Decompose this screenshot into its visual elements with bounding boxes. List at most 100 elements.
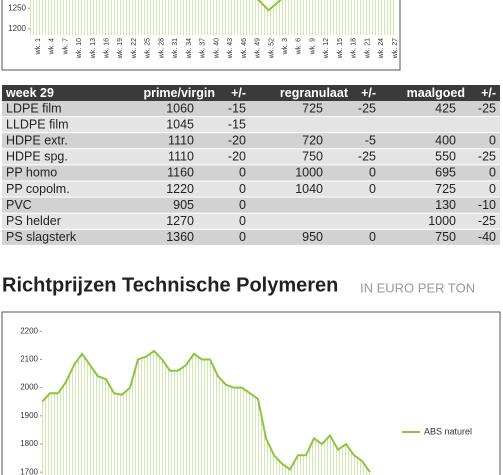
table-row-bg — [2, 197, 500, 213]
table-cell: -25 — [478, 214, 496, 228]
heading-title: Richtprijzen Technische Polymeren — [2, 274, 338, 296]
table-row-bg — [2, 213, 500, 229]
table-cell: 1220 — [166, 182, 194, 196]
table-cell: 0 — [239, 214, 246, 228]
table-cell: 0 — [239, 166, 246, 180]
x-tick-label: wk. 9 — [309, 38, 316, 55]
table-cell: -15 — [228, 117, 246, 131]
table-cell: -25 — [478, 101, 496, 115]
table-cell: -15 — [228, 101, 246, 115]
y-tick-label: 1900 — [20, 411, 38, 420]
x-tick-label: wk. 46 — [241, 38, 248, 59]
y-tick-label: 1800 — [20, 439, 38, 448]
y-tick-label: 1250 — [8, 3, 26, 12]
x-tick-label: wk. 40 — [213, 38, 220, 59]
table-cell: -10 — [478, 198, 496, 212]
table-cell: 1000 — [428, 214, 456, 228]
x-tick-label: wk. 18 — [351, 38, 358, 59]
x-tick-label: wk. 37 — [200, 38, 207, 59]
table-cell: PS slagsterk — [6, 230, 77, 244]
table-cell: -20 — [228, 134, 246, 148]
table-cell: PP copolm. — [6, 182, 70, 196]
table-cell: 400 — [435, 134, 456, 148]
x-tick-label: wk. 43 — [227, 38, 234, 59]
x-tick-label: wk. 19 — [117, 38, 124, 59]
table-cell: 905 — [173, 198, 194, 212]
area — [42, 351, 370, 475]
table-cell: LDPE film — [6, 101, 62, 115]
table-cell: 0 — [489, 134, 496, 148]
x-tick-label: wk. 34 — [186, 38, 193, 59]
table-header: prime/virgin — [143, 86, 215, 100]
y-tick-label: 1700 — [20, 467, 38, 475]
table-header-bg — [2, 85, 500, 101]
table-cell: 0 — [239, 198, 246, 212]
x-tick-label: wk. 6 — [296, 38, 303, 55]
x-tick-label: wk. 10 — [76, 38, 83, 59]
table-cell: 750 — [435, 230, 456, 244]
table-cell: PP homo — [6, 166, 57, 180]
table-cell: 695 — [435, 166, 456, 180]
x-tick-label: wk. 15 — [337, 38, 344, 59]
table-cell: 1060 — [166, 101, 194, 115]
table-cell: PVC — [6, 198, 32, 212]
table-cell: 1160 — [167, 166, 194, 180]
table-header: +/- — [481, 86, 496, 100]
x-tick-label: wk. 16 — [103, 38, 110, 59]
table-cell: 425 — [435, 101, 456, 115]
table-cell: 1040 — [295, 182, 323, 196]
table-cell: 725 — [435, 182, 456, 196]
table-cell: 750 — [302, 150, 323, 164]
table-cell: 0 — [369, 182, 376, 196]
table-header: week 29 — [5, 86, 54, 100]
bottom-chart-frame — [1, 311, 501, 475]
y-tick-label: 2200 — [20, 326, 38, 335]
table-cell: 1110 — [168, 134, 194, 148]
table-cell: 1000 — [295, 166, 323, 180]
table-header: regranulaat — [280, 86, 349, 100]
table-cell: 1045 — [166, 117, 194, 131]
x-tick-label: wk. 31 — [172, 38, 179, 59]
table-cell: LLDPE film — [6, 117, 69, 131]
x-tick-label: wk. 24 — [378, 38, 385, 59]
table-cell: -25 — [478, 150, 496, 164]
x-tick-label: wk. 52 — [268, 38, 275, 59]
table-cell: -20 — [228, 150, 246, 164]
table-row-bg — [2, 133, 500, 149]
table-cell: -25 — [358, 101, 376, 115]
x-tick-label: wk. 13 — [90, 38, 97, 59]
table-row-bg — [2, 181, 500, 197]
table-row-bg — [2, 229, 500, 245]
table-cell: 0 — [239, 182, 246, 196]
table-cell: 0 — [369, 166, 376, 180]
y-tick-label: 2000 — [20, 383, 38, 392]
table-cell: 1270 — [166, 214, 194, 228]
area — [30, 0, 395, 35]
table-cell: PS helder — [6, 214, 61, 228]
table-header: +/- — [231, 86, 246, 100]
line — [42, 349, 371, 473]
table-cell: 1110 — [168, 150, 194, 164]
table-cell: HDPE extr. — [6, 134, 68, 148]
x-tick-label: wk. 1 — [35, 38, 42, 55]
x-tick-label: wk. 21 — [364, 38, 371, 59]
table-row-bg — [2, 165, 500, 181]
heading-subtitle: IN EURO PER TON — [360, 280, 475, 295]
top-chart-frame — [1, 0, 401, 71]
table-cell: -5 — [365, 134, 376, 148]
table-row-bg — [2, 117, 500, 133]
table-cell: 550 — [435, 150, 456, 164]
table-cell: 0 — [239, 230, 246, 244]
x-tick-label: wk. 12 — [323, 38, 330, 59]
table-cell: 0 — [369, 230, 376, 244]
x-tick-label: wk. 4 — [49, 38, 56, 55]
table-cell: 1360 — [166, 230, 194, 244]
x-tick-label: wk. 28 — [158, 38, 165, 59]
table-cell: -25 — [358, 150, 376, 164]
table-cell: 725 — [302, 101, 323, 115]
table-header: maalgoed — [407, 86, 465, 100]
table-cell: 130 — [435, 198, 456, 212]
table-cell: HDPE spg. — [6, 150, 68, 164]
table-cell: 0 — [489, 166, 496, 180]
table-cell: 950 — [302, 230, 323, 244]
